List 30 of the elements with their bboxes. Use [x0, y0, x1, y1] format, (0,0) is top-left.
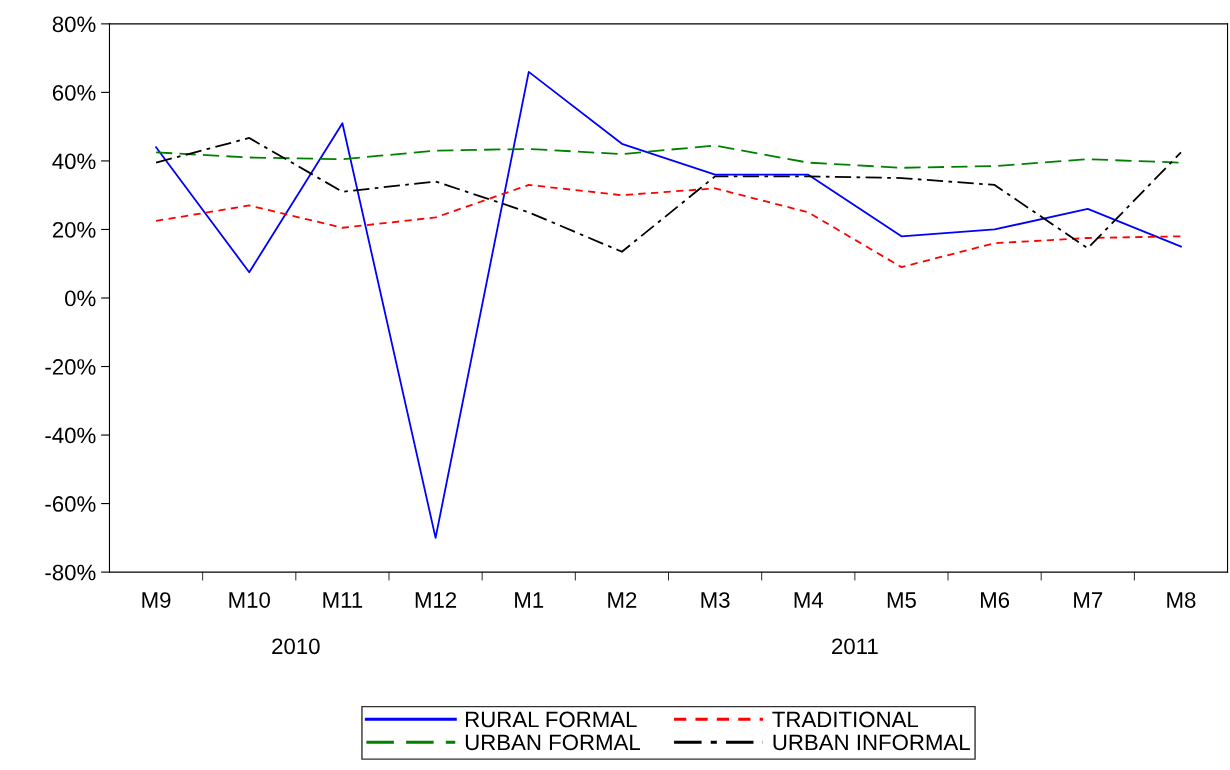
y-tick-label: -40%: [45, 427, 96, 444]
y-tick-label: 20%: [52, 221, 96, 238]
x-tick-label: M1: [515, 592, 544, 608]
x-tick-label: M4: [794, 592, 824, 608]
y-tick-label: -20%: [45, 359, 96, 375]
text: 2010: [272, 638, 320, 655]
text: 2011: [832, 638, 878, 655]
y-tick-label: 60%: [52, 84, 96, 101]
x-tick-label: M10: [229, 592, 270, 608]
x-tick-label: M2: [608, 592, 637, 608]
line-series: [155, 137, 1182, 253]
x-tick-label: M12: [415, 592, 457, 608]
y-tick-label: 40%: [52, 153, 96, 170]
legend-label: RURAL FORMAL: [465, 711, 637, 728]
y-tick-label: -60%: [45, 496, 96, 512]
legend-label: URBAN FORMAL: [465, 734, 640, 751]
line-series: [155, 70, 1182, 539]
legend-label: TRADITIONAL: [772, 711, 919, 728]
x-tick-label: M6: [981, 592, 1010, 608]
x-tick-label: M7: [1074, 592, 1103, 608]
y-tick-label: 0%: [65, 290, 96, 307]
x-tick-label: M11: [323, 592, 363, 608]
x-tick-label: M8: [1167, 592, 1196, 608]
legend-label: URBAN INFORMAL: [773, 734, 970, 751]
x-tick-label: M9: [142, 592, 171, 608]
y-tick-label: 80%: [52, 16, 96, 33]
y-tick-label: -80%: [45, 564, 96, 581]
x-tick-label: M5: [887, 592, 916, 608]
line-series: [155, 184, 1182, 269]
x-tick-label: M3: [701, 592, 730, 608]
